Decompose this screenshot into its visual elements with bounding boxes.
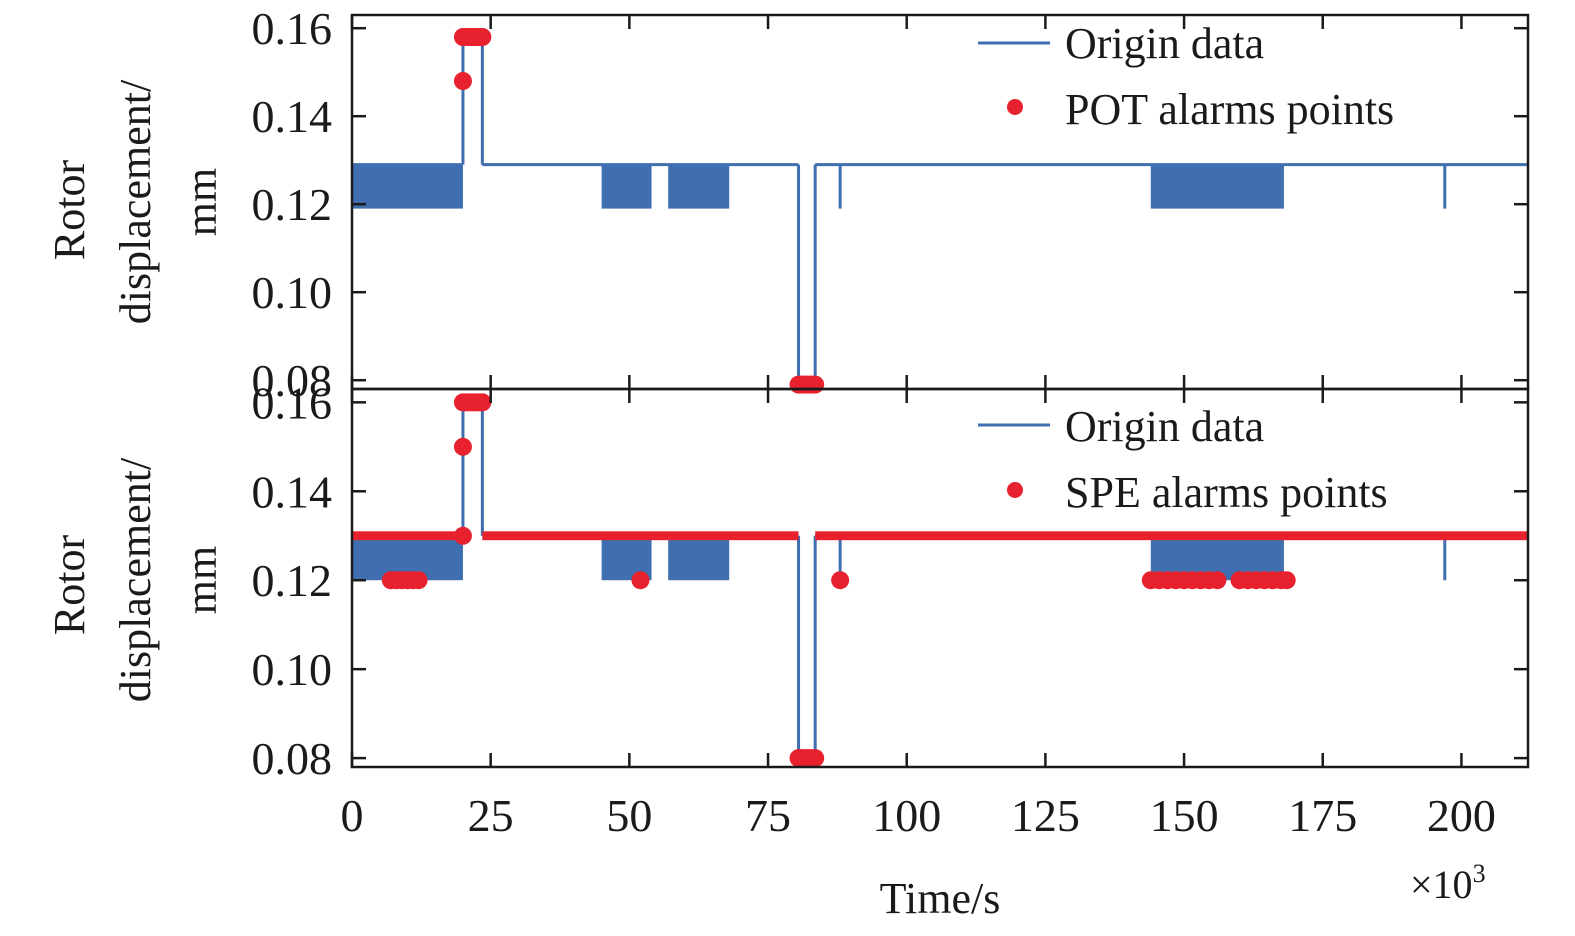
x-axis-title: Time/s [880,874,1001,923]
bottom-y-axis-title: Rotor displacement/ mm [45,457,226,702]
bottom-legend-alarm-swatch [1007,482,1023,498]
top-ylabel-line1: Rotor [45,160,94,261]
bot-y-tick-label: 0.14 [252,466,333,517]
x-tick-label: 50 [606,790,652,841]
bot-alarm-band [815,531,1528,541]
top-y-axis-title: Rotor displacement/ mm [45,79,226,324]
top-y-tick-label: 0.14 [252,91,333,142]
bottom-ylabel-line1: Rotor [45,535,94,636]
top-ylabel-line3: mm [177,168,226,236]
bot-alarm-band [482,531,799,541]
bot-y-tick-label: 0.08 [252,733,333,784]
bottom-panel: 0 25 50 75 100 125 150 175 200 0.080.100.120.140… [45,377,1530,923]
top-y-tick-label: 0.12 [252,179,333,230]
top-alarm-point [453,72,472,90]
x-tick-label: 125 [1011,790,1080,841]
top-oscillation-band [352,164,463,209]
bottom-y-ticks: 0.08 0.10 0.12 0.14 0.16 [252,377,1528,784]
top-plot-frame [350,13,1530,391]
bot-oscillation-band [668,535,730,581]
bot-alarm-band [352,531,463,541]
top-oscillation-band [1150,164,1284,209]
top-spikes [838,164,1447,209]
bottom-legend-alarm-label: SPE alarms points [1065,468,1388,517]
bot-alarm-point [631,571,650,590]
bottom-x-ticks: 0 25 50 75 100 125 150 175 200 [341,389,1496,841]
top-legend-alarm-swatch [1007,99,1023,115]
bot-alarm-point [1277,571,1296,590]
x-axis-multiplier: ×103 [1410,859,1486,907]
top-legend: Origin data POT alarms points [978,19,1394,134]
bottom-origin-line [352,400,1528,760]
bot-alarm-point [453,526,472,545]
bot-alarm-point [831,571,850,590]
x-tick-label: 75 [745,790,791,841]
top-origin-bands [352,164,1284,209]
bottom-origin-bands [352,535,1284,581]
x-tick-label: 175 [1288,790,1357,841]
x-tick-label: 100 [872,790,941,841]
x-tick-label: 25 [468,790,514,841]
top-panel: 0.08 0.10 0.12 0.14 0.16 Origin data POT ala… [45,3,1530,406]
bottom-legend-origin-label: Origin data [1065,402,1264,451]
top-ylabel-line2: displacement/ [111,79,160,324]
bot-y-tick-label: 0.12 [252,555,333,606]
bot-alarm-point [453,437,472,456]
top-alarm-points [453,28,825,394]
x-tick-label: 150 [1150,790,1219,841]
top-y-ticks: 0.08 0.10 0.12 0.14 0.16 [252,3,1528,406]
top-y-tick-label: 0.10 [252,267,333,318]
top-legend-origin-label: Origin data [1065,19,1264,68]
top-oscillation-band [601,164,652,209]
bot-alarm-point [409,571,428,590]
top-oscillation-band [668,164,730,209]
bot-y-tick-label: 0.16 [252,377,333,428]
top-x-ticks [350,15,1463,389]
x-axis-multiplier-base: ×10 [1410,862,1473,907]
x-axis-multiplier-exponent: 3 [1473,859,1486,888]
bottom-legend: Origin data SPE alarms points [978,402,1388,517]
top-y-tick-label: 0.08 [252,355,333,406]
bottom-spikes [838,535,1447,581]
bot-y-tick-label: 0.10 [252,644,333,695]
bottom-alarm-points [381,393,1296,768]
bottom-ylabel-line2: displacement/ [111,457,160,702]
x-tick-label: 0 [341,790,364,841]
top-alarm-point [806,375,825,394]
top-legend-alarm-label: POT alarms points [1065,85,1394,134]
bot-alarm-point [473,393,492,412]
bot-alarm-point [806,749,825,768]
top-alarm-point [473,28,492,46]
bottom-ylabel-line3: mm [177,546,226,614]
bottom-alarm-bands [352,531,1528,541]
bot-alarm-point [1208,571,1227,590]
bottom-plot-frame [350,387,1530,769]
x-tick-label: 200 [1427,790,1496,841]
top-y-tick-label: 0.16 [252,3,333,54]
